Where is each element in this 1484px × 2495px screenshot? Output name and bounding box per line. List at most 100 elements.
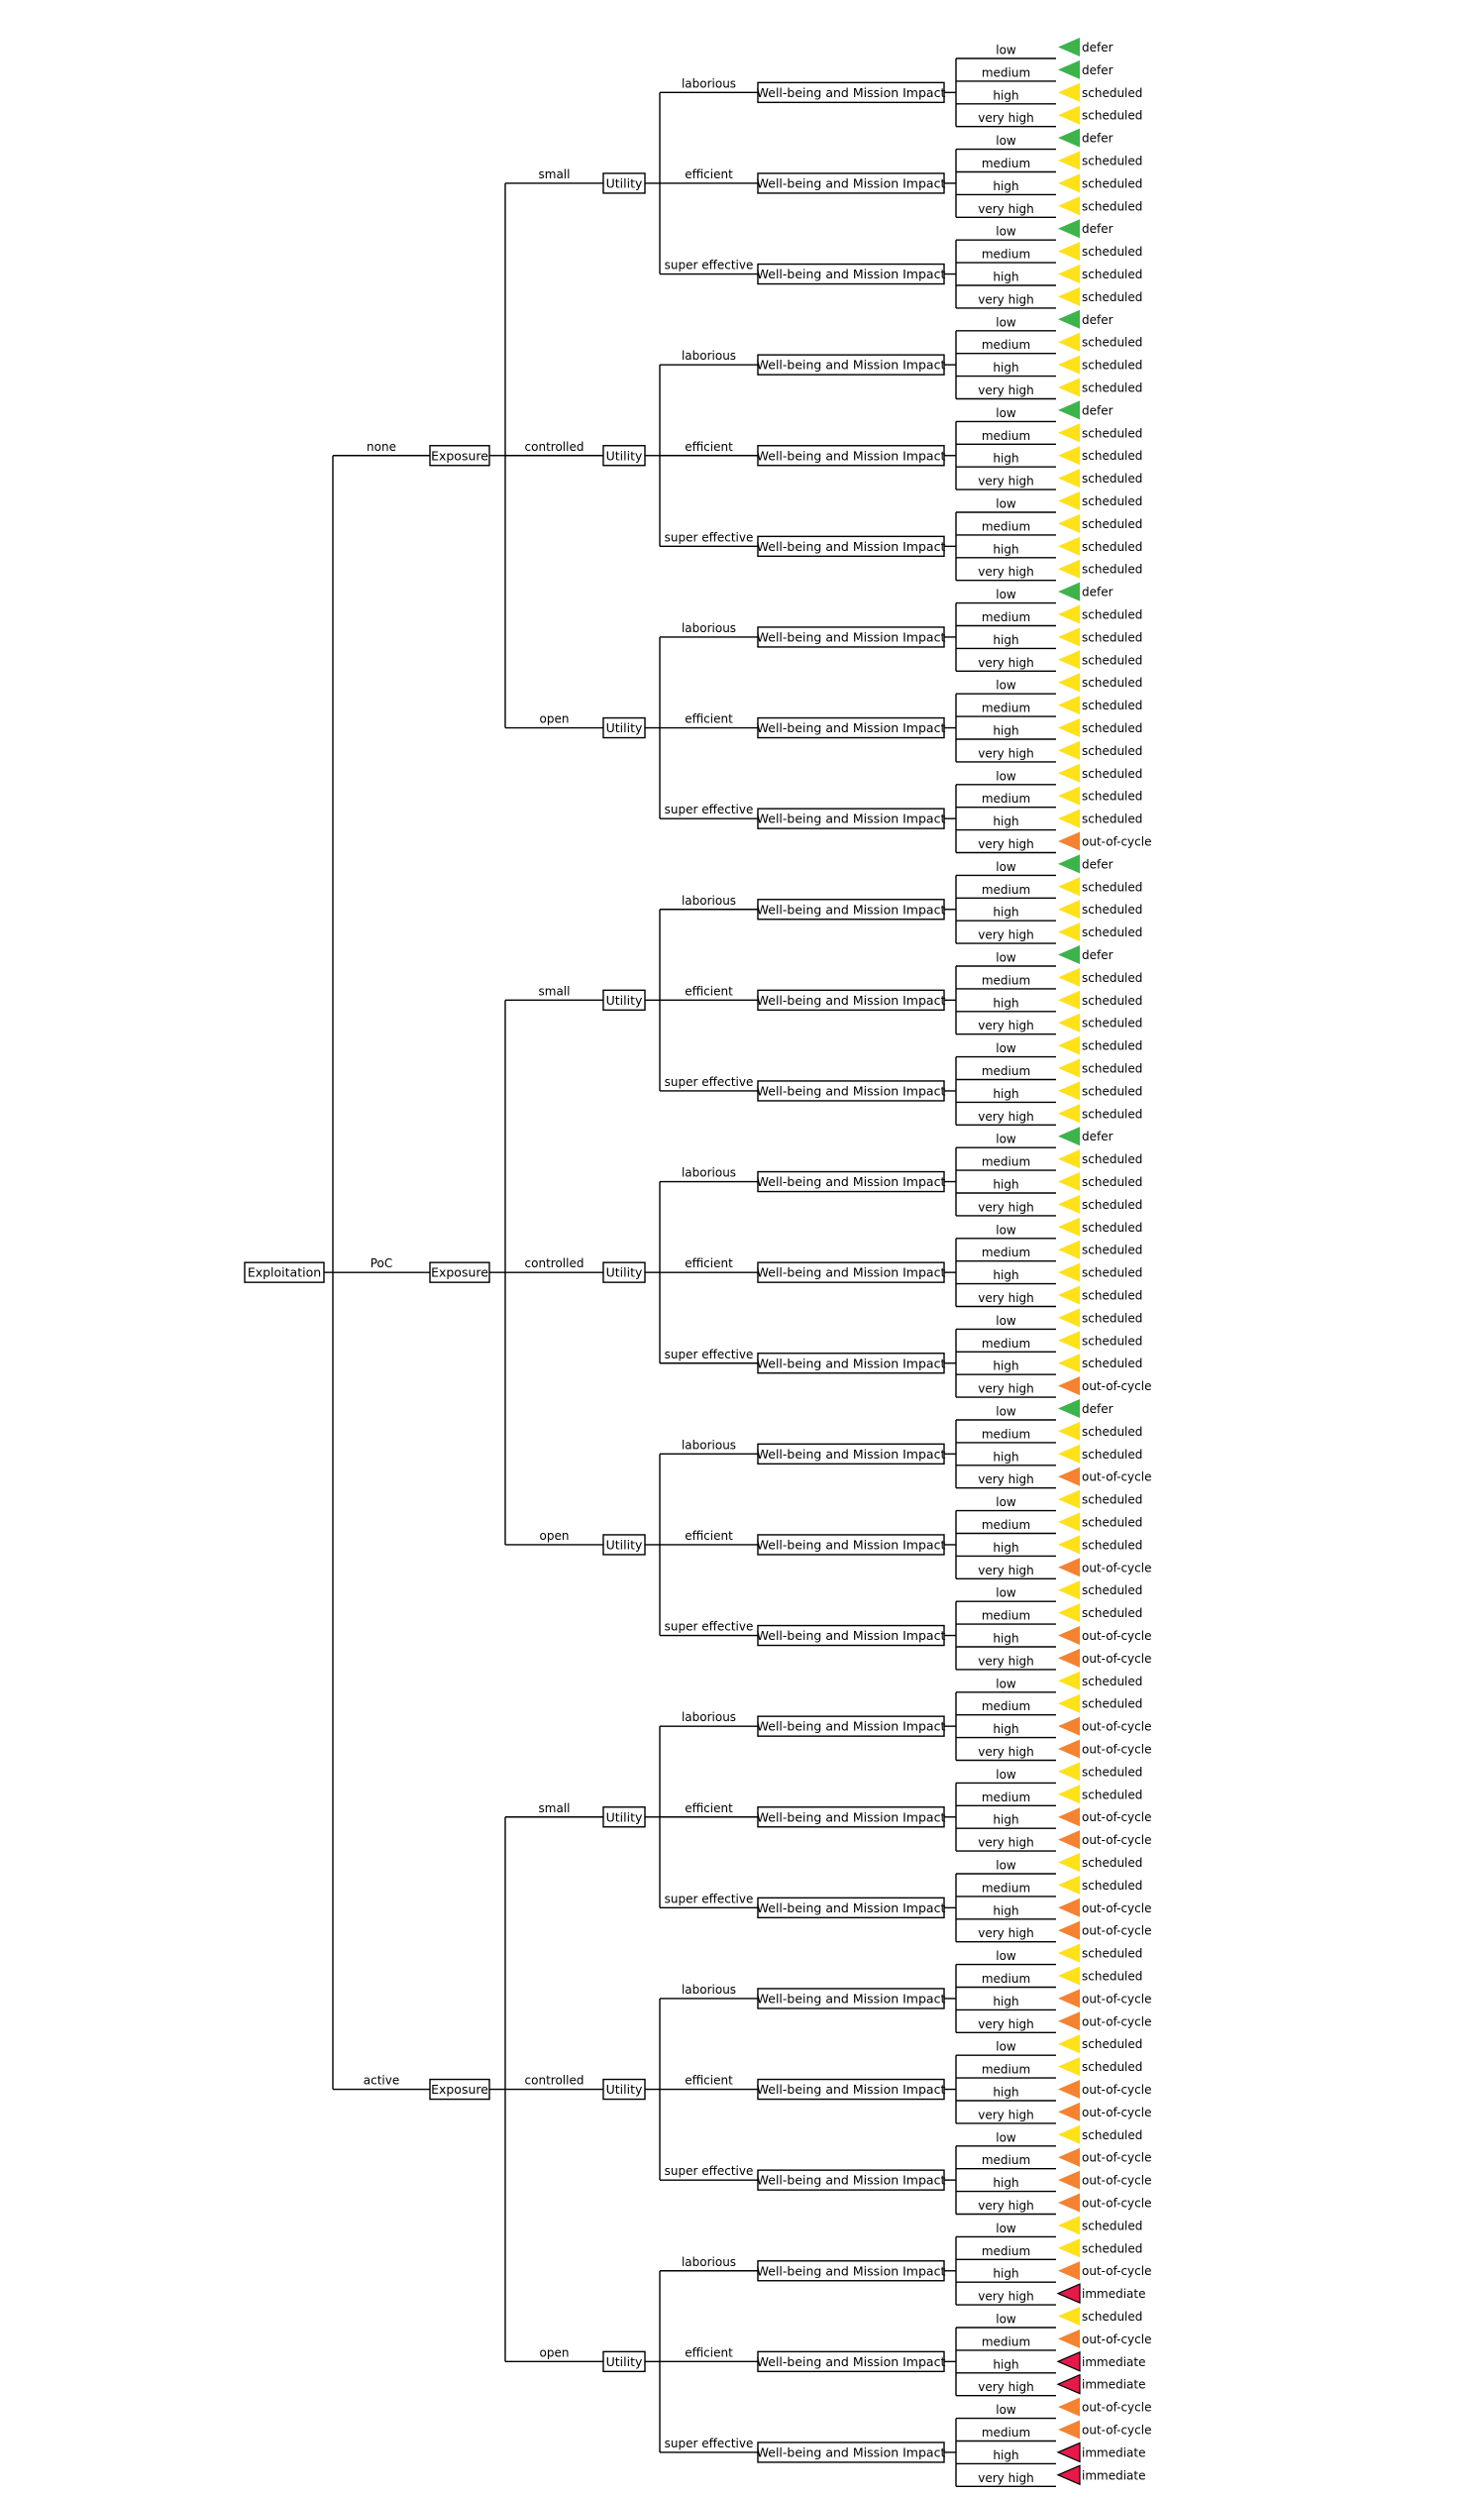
outcome-label-32: scheduled [1082,767,1142,781]
outcome-marker-99 [1056,2283,1081,2305]
outcome-label-101: out-of-cycle [1082,2332,1151,2346]
impact-label-44: low [996,1041,1016,1055]
impact-node-1: Well-being and Mission Impact [757,172,945,194]
impact-label-56: low [996,1314,1016,1328]
outcome-label-83: out-of-cycle [1082,1924,1151,1938]
impact-label-39: very high [978,928,1034,942]
outcome-label-100: scheduled [1082,2310,1142,2324]
outcome-label-65: scheduled [1082,1516,1142,1530]
outcome-marker-89 [1058,2057,1080,2077]
outcome-label-5: scheduled [1082,155,1142,168]
outcome-label-60: defer [1082,1402,1113,1416]
impact-label-10: high [993,271,1018,284]
outcome-marker-106 [1056,2441,1081,2463]
impact-label-47: very high [978,1110,1034,1124]
outcome-marker-6 [1058,173,1080,193]
impact-node-14-label: Well-being and Mission Impact [757,1356,946,1370]
outcome-marker-76 [1058,1762,1080,1782]
impact-label-73: medium [982,1699,1030,1713]
outcome-marker-23 [1058,559,1080,579]
outcome-label-26: scheduled [1082,630,1142,644]
impact-label-5: medium [982,157,1030,170]
outcome-label-45: scheduled [1082,1062,1142,1076]
impact-label-85: medium [982,1972,1030,1986]
outcome-marker-57 [1058,1331,1080,1351]
outcome-label-14: scheduled [1082,359,1142,373]
impact-label-103: very high [978,2380,1034,2394]
outcome-marker-40 [1058,945,1080,964]
utility-node-2: Utility [602,716,646,739]
outcome-label-95: out-of-cycle [1082,2197,1151,2211]
impact-label-61: medium [982,1427,1030,1441]
exploitation-0-label: none [367,440,396,454]
impact-label-66: high [993,1541,1018,1555]
impact-label-16: low [996,406,1016,420]
outcome-marker-17 [1058,423,1080,443]
impact-node-10: Well-being and Mission Impact [757,989,945,1012]
outcome-label-28: scheduled [1082,676,1142,690]
utility-node-1-label: Utility [606,448,643,463]
outcome-marker-80 [1058,1853,1080,1872]
impact-node-5-label: Well-being and Mission Impact [757,539,946,554]
utility-17-label: super effective [665,1620,754,1634]
impact-node-6: Well-being and Mission Impact [757,626,945,648]
outcome-marker-39 [1058,922,1080,942]
outcome-label-27: scheduled [1082,653,1142,667]
tree-nodes: Exploitation Exposure Utility Well-being an… [244,81,946,2463]
impact-label-34: high [993,814,1018,828]
outcome-marker-2 [1058,82,1080,102]
outcome-label-2: scheduled [1082,86,1142,100]
impact-label-29: medium [982,702,1030,715]
impact-node-4-label: Well-being and Mission Impact [757,448,946,463]
impact-node-12: Well-being and Mission Impact [757,1170,945,1193]
utility-0-label: laborious [682,76,736,90]
outcome-marker-30 [1058,718,1080,737]
impact-label-89: medium [982,2063,1030,2077]
outcome-label-78: out-of-cycle [1082,1810,1151,1824]
utility-node-8-label: Utility [606,2354,643,2369]
impact-label-99: very high [978,2290,1034,2304]
outcome-marker-0 [1058,38,1080,56]
outcome-marker-32 [1058,763,1080,783]
utility-1-label: efficient [685,167,733,181]
tree-edges: none small laborious low medium high very high… [324,44,1056,2488]
outcome-label-71: out-of-cycle [1082,1652,1151,1666]
utility-5-label: super effective [665,530,754,544]
outcome-label-29: scheduled [1082,699,1142,712]
outcome-marker-12 [1058,309,1080,329]
outcome-label-44: scheduled [1082,1039,1142,1053]
impact-label-95: very high [978,2199,1034,2213]
impact-label-36: low [996,860,1016,874]
outcome-marker-78 [1058,1807,1080,1827]
impact-label-6: high [993,179,1018,193]
outcome-label-93: out-of-cycle [1082,2151,1151,2165]
impact-node-8-label: Well-being and Mission Impact [757,812,946,826]
outcome-label-74: out-of-cycle [1082,1720,1151,1734]
outcome-marker-93 [1058,2147,1080,2167]
outcome-marker-79 [1058,1830,1080,1850]
utility-14-label: super effective [665,1348,754,1361]
exposure-node-2-label: Exposure [431,2082,488,2097]
impact-label-78: high [993,1813,1018,1827]
outcome-label-77: scheduled [1082,1788,1142,1801]
outcome-label-50: scheduled [1082,1175,1142,1189]
outcome-marker-71 [1058,1648,1080,1668]
impact-node-2-label: Well-being and Mission Impact [757,267,946,281]
outcome-marker-69 [1058,1603,1080,1623]
outcome-label-90: out-of-cycle [1082,2083,1151,2097]
outcome-marker-77 [1058,1785,1080,1804]
impact-label-81: medium [982,1881,1030,1895]
impact-label-68: low [996,1586,1016,1600]
impact-label-19: very high [978,475,1034,488]
utility-node-5: Utility [602,1534,646,1556]
outcome-label-55: scheduled [1082,1289,1142,1303]
outcome-marker-100 [1058,2307,1080,2326]
impact-label-14: high [993,361,1018,375]
outcome-label-88: scheduled [1082,2037,1142,2051]
impact-node-9: Well-being and Mission Impact [757,899,945,921]
impact-label-31: very high [978,746,1034,760]
outcome-label-79: out-of-cycle [1082,1833,1151,1847]
outcome-label-41: scheduled [1082,971,1142,985]
outcome-marker-63 [1058,1466,1080,1486]
utility-6-label: laborious [682,621,736,635]
